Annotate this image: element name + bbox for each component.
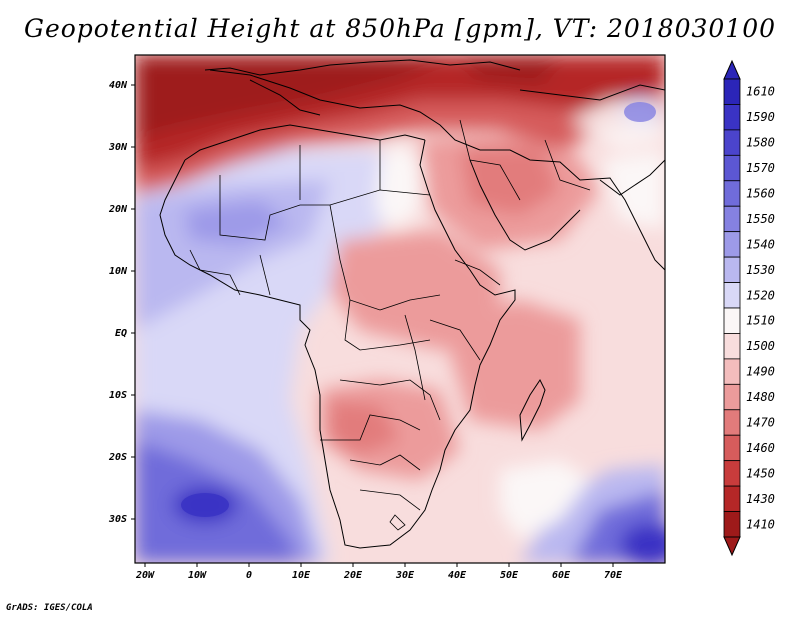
lat-tick-label: EQ <box>115 328 127 339</box>
colorbar-level-label: 1470 <box>746 416 775 430</box>
colorbar-swatch <box>723 333 741 360</box>
latitude-axis: 40N 30N 20N 10N EQ 10S 20S 30S <box>108 80 135 525</box>
colorbar-swatch <box>723 231 741 258</box>
colorbar-swatch <box>723 358 741 385</box>
lon-tick-label: 60E <box>552 570 571 581</box>
colorbar-min-arrow <box>723 536 741 557</box>
coastlines <box>159 59 665 549</box>
lon-tick-label: 70E <box>604 570 623 581</box>
colorbar-swatch <box>723 282 741 309</box>
lon-tick-label: 0 <box>246 570 252 581</box>
colorbar-swatch <box>723 485 741 512</box>
colorbar-level-label: 1430 <box>746 492 775 506</box>
colorbar-swatch <box>723 307 741 334</box>
colorbar-level-label: 1510 <box>746 314 775 328</box>
lat-tick-label: 30S <box>108 514 127 525</box>
lon-tick-label: 20W <box>135 570 155 581</box>
lon-tick-label: 10E <box>292 570 311 581</box>
grads-credit: GrADS: IGES/COLA <box>6 603 93 613</box>
colorbar-swatch <box>723 104 741 131</box>
colorbar-swatch <box>723 129 741 156</box>
colorbar-level-label: 1450 <box>746 466 775 480</box>
lon-tick-label: 40E <box>448 570 467 581</box>
lat-tick-label: 30N <box>108 142 128 153</box>
lon-tick-label: 20E <box>343 570 363 581</box>
colorbar-level-label: 1550 <box>746 212 775 226</box>
colorbar-swatch <box>723 78 741 105</box>
colorbar-swatch <box>723 409 741 436</box>
colorbar-swatch <box>723 205 741 233</box>
colorbar-swatch <box>723 256 741 283</box>
colorbar: 1610 1590 1580 1570 1560 1550 1540 1530 1520 1510… <box>723 59 775 557</box>
colorbar-level-label: 1570 <box>746 161 775 175</box>
colorbar-swatch <box>723 180 741 207</box>
colorbar-level-label: 1410 <box>746 517 775 531</box>
plot-frame <box>134 54 666 564</box>
height-field <box>135 55 665 563</box>
colorbar-level-label: 1520 <box>746 288 775 302</box>
lon-tick-label: 30E <box>395 570 415 581</box>
colorbar-level-label: 1610 <box>746 85 775 99</box>
map-figure: 40N 30N 20N 10N EQ 10S 20S 30S 20W 10W 0 10E 20E 30E… <box>108 54 775 581</box>
colorbar-level-label: 1590 <box>746 110 775 124</box>
lat-tick-label: 20N <box>108 204 128 215</box>
lon-tick-label: 50E <box>500 570 519 581</box>
lat-tick-label: 10N <box>109 266 128 277</box>
lat-tick-label: 10S <box>109 390 127 401</box>
colorbar-swatch <box>723 383 741 411</box>
colorbar-level-label: 1580 <box>746 136 775 150</box>
lat-tick-label: 40N <box>109 80 128 91</box>
colorbar-swatch <box>723 434 741 462</box>
colorbar-swatch <box>723 154 741 182</box>
map-title: Geopotential Height at 850hPa [gpm], VT:… <box>23 14 777 43</box>
colorbar-level-label: 1480 <box>746 390 775 404</box>
colorbar-level-label: 1560 <box>746 187 775 201</box>
colorbar-level-label: 1490 <box>746 365 775 379</box>
colorbar-level-label: 1500 <box>746 339 775 353</box>
country-borders <box>189 119 591 531</box>
colorbar-max-arrow <box>723 59 741 80</box>
longitude-axis: 20W 10W 0 10E 20E 30E 40E 50E 60E 70E <box>135 563 623 581</box>
colorbar-swatch <box>723 511 741 538</box>
colorbar-swatch <box>723 460 741 487</box>
colorbar-level-label: 1540 <box>746 237 775 251</box>
lat-tick-label: 20S <box>108 452 127 463</box>
lon-tick-label: 10W <box>188 570 207 581</box>
colorbar-level-label: 1530 <box>746 263 775 277</box>
colorbar-level-label: 1460 <box>746 441 775 455</box>
